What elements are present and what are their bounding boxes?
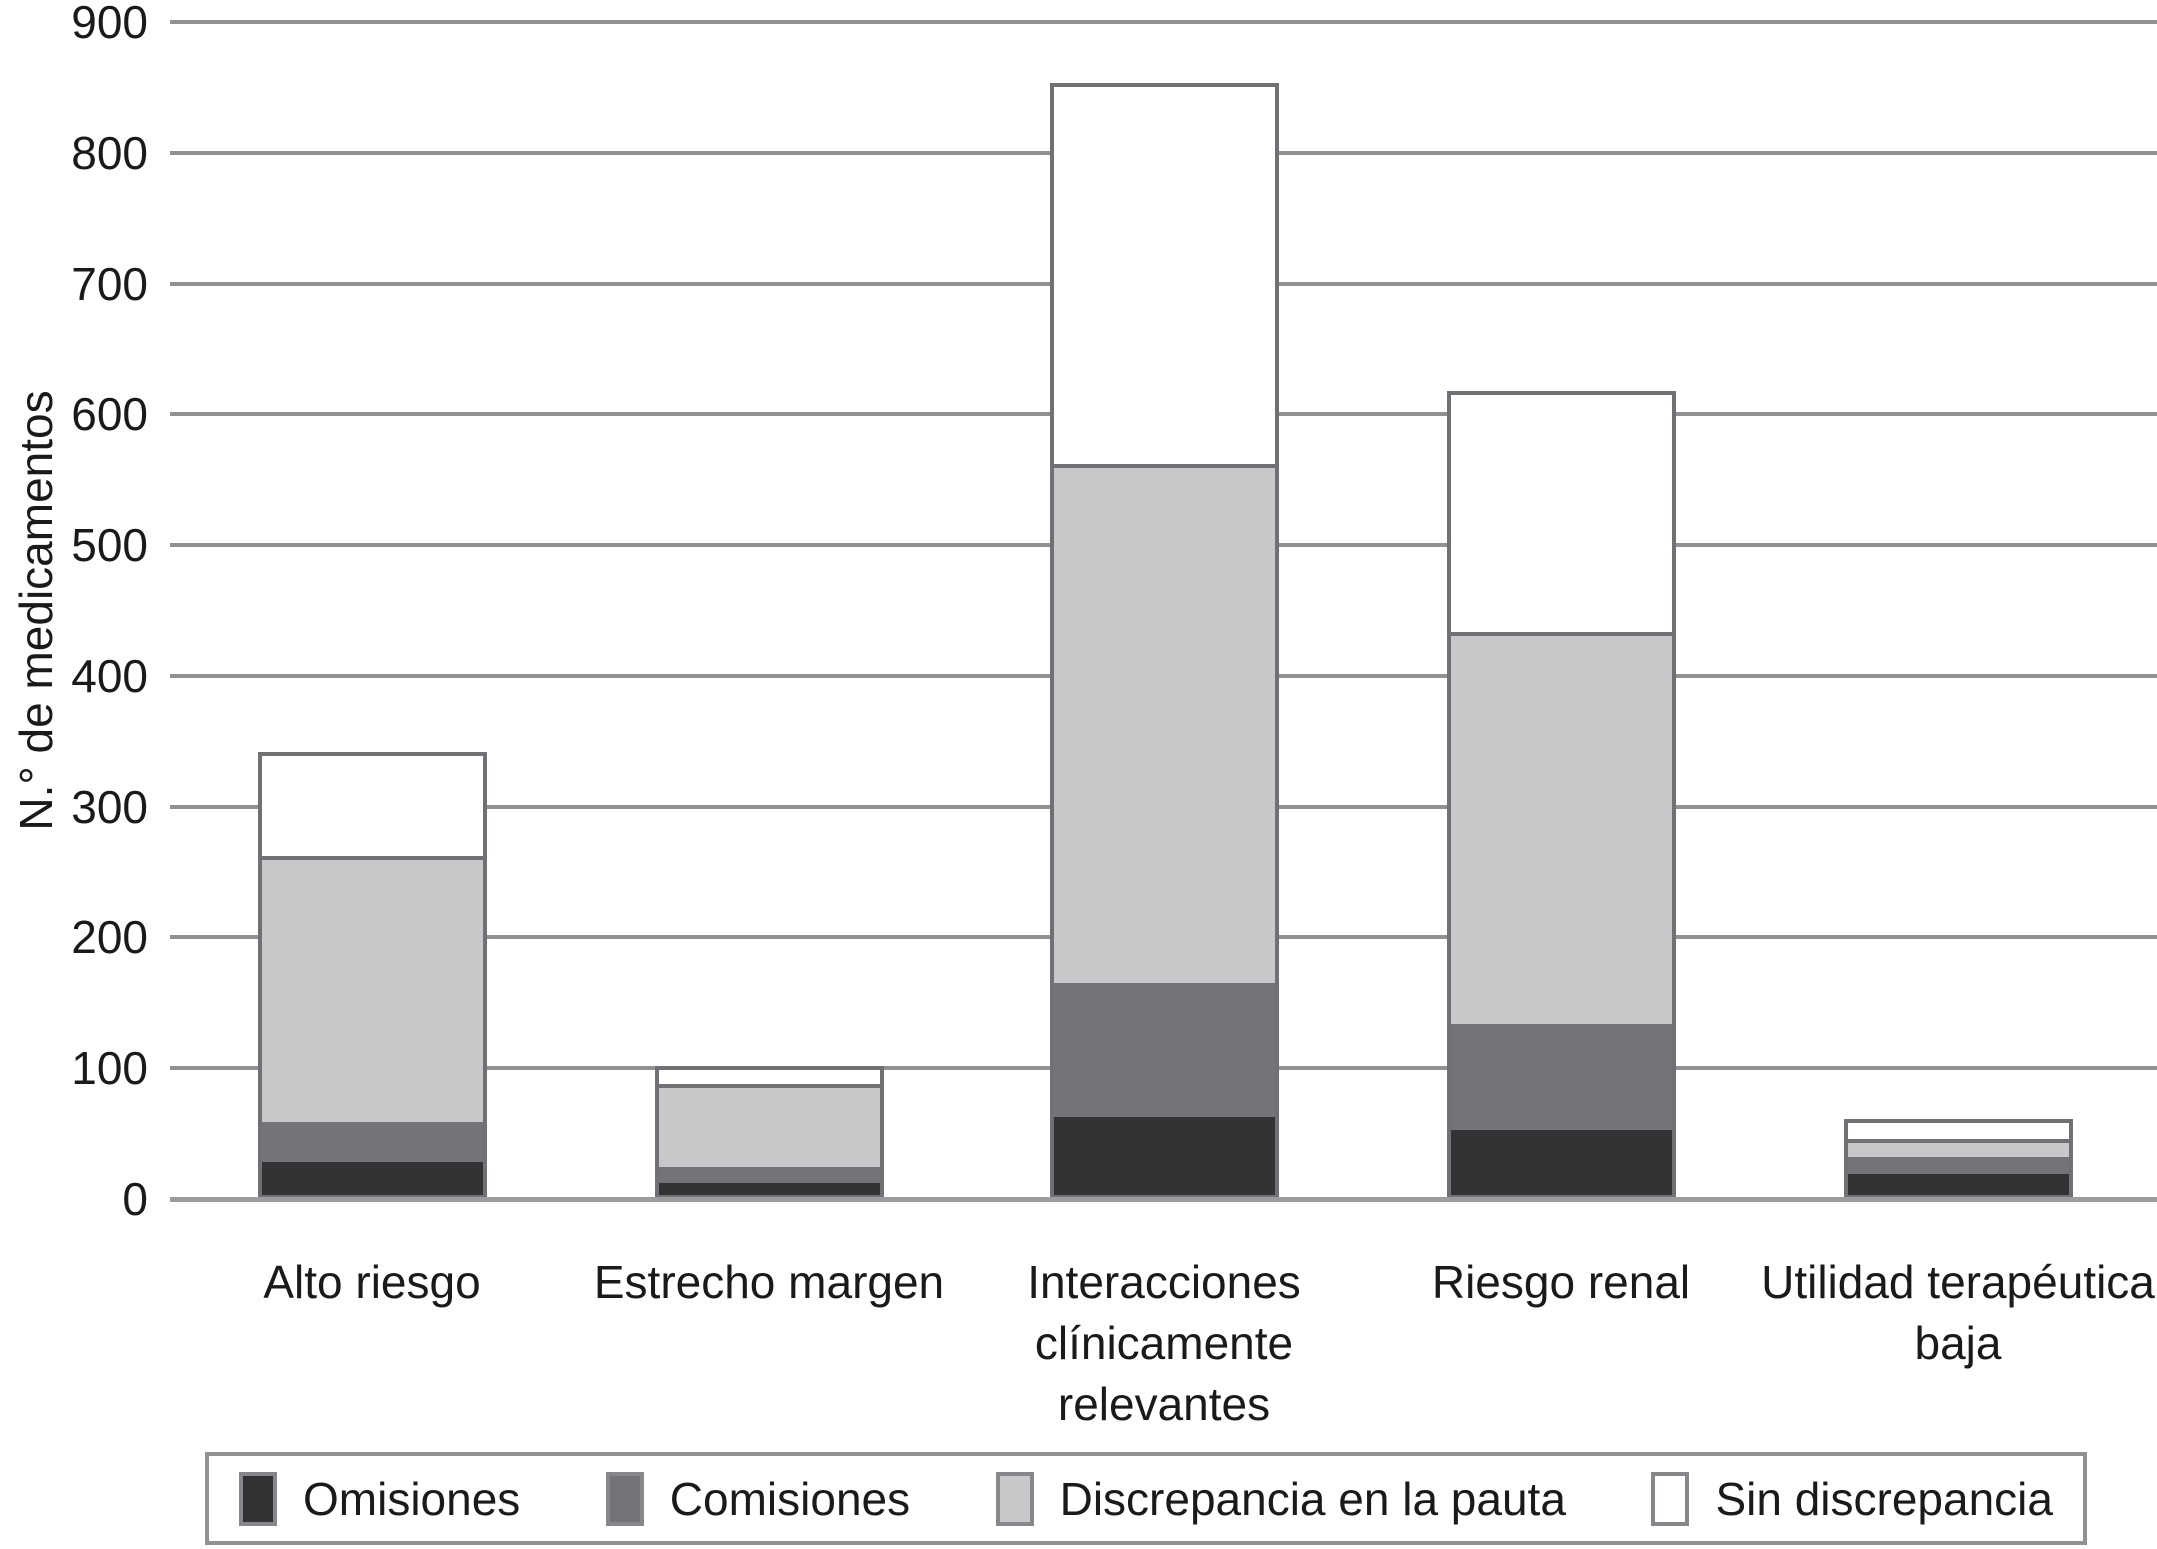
legend-label: Comisiones xyxy=(669,1472,911,1525)
legend: Omisiones Comisiones Discrepancia en la pa… xyxy=(205,1452,2087,1545)
legend-item-sin-discrepancia: Sin discrepancia xyxy=(1651,1471,2053,1527)
y-tick-label-700: 700 xyxy=(71,257,148,310)
y-tick-label-800: 800 xyxy=(71,126,148,179)
bar-segment-discrepancia-en-la-pauta xyxy=(261,859,483,1122)
bar-segment-discrepancia-en-la-pauta xyxy=(658,1088,880,1167)
bar-segment-comisiones xyxy=(1847,1157,2069,1174)
bar-4 xyxy=(1446,390,1676,1199)
legend-label: Omisiones xyxy=(303,1472,521,1525)
bar-segment-sin-discrepancia xyxy=(1847,1123,2069,1144)
category-label-4: Riesgo renal xyxy=(1431,1256,1691,1308)
y-tick-label-200: 200 xyxy=(71,911,148,964)
bar-segment-comisiones xyxy=(1450,1024,1672,1131)
bar-segment-discrepancia-en-la-pauta xyxy=(1450,635,1672,1025)
bar-segment-sin-discrepancia xyxy=(658,1069,880,1089)
bar-segment-comisiones xyxy=(261,1121,483,1162)
category-label-5: Utilidad terapéutica baja xyxy=(1761,1256,2155,1369)
category-label-3: Interacciones clínicamente relevantes xyxy=(1027,1256,1301,1430)
bar-2 xyxy=(654,1065,884,1199)
legend-label: Sin discrepancia xyxy=(1715,1472,2053,1525)
gridline-900 xyxy=(170,20,2157,24)
y-tick-label-0: 0 xyxy=(122,1173,148,1225)
bar-segment-discrepancia-en-la-pauta xyxy=(1053,467,1275,984)
bar-segment-discrepancia-en-la-pauta xyxy=(1847,1143,2069,1158)
x-axis-line xyxy=(170,1197,2157,1202)
bar-segment-omisiones xyxy=(1053,1117,1275,1195)
legend-swatch-comisiones xyxy=(605,1471,644,1526)
legend-item-discrepancia-en-la-pauta: Discrepancia en la pauta xyxy=(995,1471,1566,1527)
legend-swatch-discrepancia-en-la-pauta xyxy=(995,1471,1034,1526)
bar-5 xyxy=(1843,1119,2073,1199)
bar-segment-omisiones xyxy=(1450,1130,1672,1195)
legend-swatch-sin-discrepancia xyxy=(1651,1471,1690,1526)
bar-segment-comisiones xyxy=(1053,983,1275,1118)
bar-3 xyxy=(1049,83,1279,1199)
y-tick-label-600: 600 xyxy=(71,388,148,441)
bar-segment-omisiones xyxy=(658,1182,880,1195)
legend-swatch-omisiones xyxy=(239,1471,277,1526)
bar-segment-sin-discrepancia xyxy=(261,755,483,860)
y-tick-label-900: 900 xyxy=(71,0,148,48)
bar-1 xyxy=(257,751,487,1199)
legend-label: Discrepancia en la pauta xyxy=(1059,1472,1566,1525)
bar-segment-comisiones xyxy=(658,1166,880,1183)
category-label-2: Estrecho margen xyxy=(593,1256,945,1308)
category-label-1: Alto riesgo xyxy=(263,1256,481,1308)
bar-segment-sin-discrepancia xyxy=(1053,87,1275,468)
y-tick-label-400: 400 xyxy=(71,649,148,702)
y-tick-label-500: 500 xyxy=(71,519,148,572)
bar-segment-omisiones xyxy=(1847,1173,2069,1195)
y-tick-label-100: 100 xyxy=(71,1042,148,1095)
legend-item-comisiones: Comisiones xyxy=(605,1471,911,1527)
legend-item-omisiones: Omisiones xyxy=(239,1471,520,1527)
bar-segment-sin-discrepancia xyxy=(1450,394,1672,636)
y-tick-label-300: 300 xyxy=(71,780,148,833)
bar-segment-omisiones xyxy=(261,1161,483,1195)
